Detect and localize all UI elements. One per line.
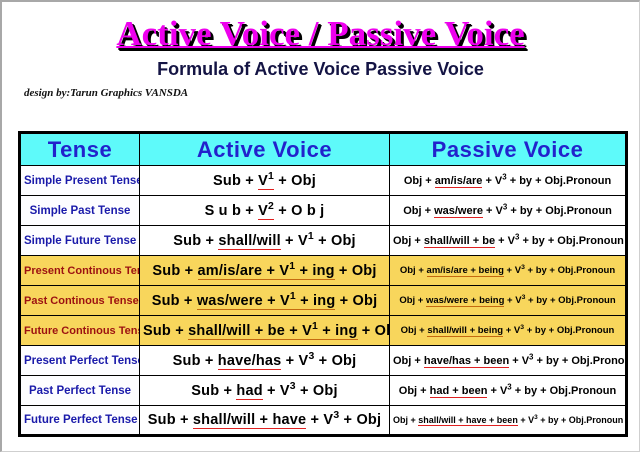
cell-tense: Simple Future Tense	[19, 225, 140, 256]
formula-table-wrapper: Tense Active Voice Passive Voice Simple …	[18, 131, 628, 437]
cell-tense: Present Continous Tense	[19, 255, 140, 286]
cell-active-voice-formula: Sub + was/were + V1 + ing + Obj	[139, 285, 390, 316]
cell-tense: Past Continous Tense	[19, 285, 140, 316]
table-header-row: Tense Active Voice Passive Voice	[19, 132, 627, 166]
designer-credit: design by:Tarun Graphics VANSDA	[24, 86, 189, 99]
table-row: Past Perfect Tense Sub + had + V3 + Obj Ob…	[19, 375, 627, 406]
cell-passive-voice-formula: Obj + am/is/are + V3 + by + Obj.Pronoun	[389, 165, 627, 196]
cell-passive-voice-formula: Obj + was/were + being + V3 + by + Obj.P…	[389, 285, 627, 316]
cell-tense: Future Continous Tense	[19, 315, 140, 346]
cell-active-voice-formula: S u b + V2 + O b j	[139, 195, 390, 226]
cell-active-voice-formula: Sub + V1 + Obj	[139, 165, 390, 196]
cell-passive-voice-formula: Obj + had + been + V3 + by + Obj.Pronoun	[389, 375, 627, 406]
cell-active-voice-formula: Sub + shall/will + V1 + Obj	[139, 225, 390, 256]
cell-tense: Present Perfect Tense	[19, 345, 140, 376]
cell-passive-voice-formula: Obj + shall/will + being + V3 + by + Obj…	[389, 315, 627, 346]
table-body: Tense Active Voice Passive Voice Simple …	[19, 132, 627, 436]
poster-page: Active Voice / Passive Voice Formula of …	[2, 14, 639, 465]
cell-active-voice-formula: Sub + shall/will + have + V3 + Obj	[139, 405, 390, 436]
column-header-active-voice: Active Voice	[139, 132, 390, 166]
cell-passive-voice-formula: Obj + have/has + been + V3 + by + Obj.Pr…	[389, 345, 627, 376]
table-row: Simple Future Tense Sub + shall/will + V1…	[19, 225, 627, 256]
cell-passive-voice-formula: Obj + shall/will + have + been + V3 + by…	[389, 405, 627, 436]
cell-tense: Past Perfect Tense	[19, 375, 140, 406]
cell-passive-voice-formula: Obj + shall/will + be + V3 + by + Obj.Pr…	[389, 225, 627, 256]
formula-table: Tense Active Voice Passive Voice Simple …	[18, 131, 628, 437]
cell-active-voice-formula: Sub + had + V3 + Obj	[139, 375, 390, 406]
cell-active-voice-formula: Sub + shall/will + be + V1 + ing + Obj	[139, 315, 390, 346]
table-row: Simple Past Tense S u b + V2 + O b j Obj +…	[19, 195, 627, 226]
table-row: Past Continous Tense Sub + was/were + V1 …	[19, 285, 627, 316]
table-row: Future Perfect Tense Sub + shall/will + h…	[19, 405, 627, 436]
column-header-tense: Tense	[19, 132, 140, 166]
cell-active-voice-formula: Sub + am/is/are + V1 + ing + Obj	[139, 255, 390, 286]
cell-tense: Simple Present Tense	[19, 165, 140, 196]
page-subtitle: Formula of Active Voice Passive Voice	[157, 58, 484, 79]
cell-tense: Future Perfect Tense	[19, 405, 140, 436]
table-row: Future Continous Tense Sub + shall/will +…	[19, 315, 627, 346]
table-row: Present Perfect Tense Sub + have/has + V3…	[19, 345, 627, 376]
column-header-passive-voice: Passive Voice	[389, 132, 627, 166]
cell-passive-voice-formula: Obj + am/is/are + being + V3 + by + Obj.…	[389, 255, 627, 286]
cell-tense: Simple Past Tense	[19, 195, 140, 226]
table-row: Simple Present Tense Sub + V1 + Obj Obj + …	[19, 165, 627, 196]
cell-active-voice-formula: Sub + have/has + V3 + Obj	[139, 345, 390, 376]
page-title: Active Voice / Passive Voice	[116, 14, 525, 53]
cell-passive-voice-formula: Obj + was/were + V3 + by + Obj.Pronoun	[389, 195, 627, 226]
